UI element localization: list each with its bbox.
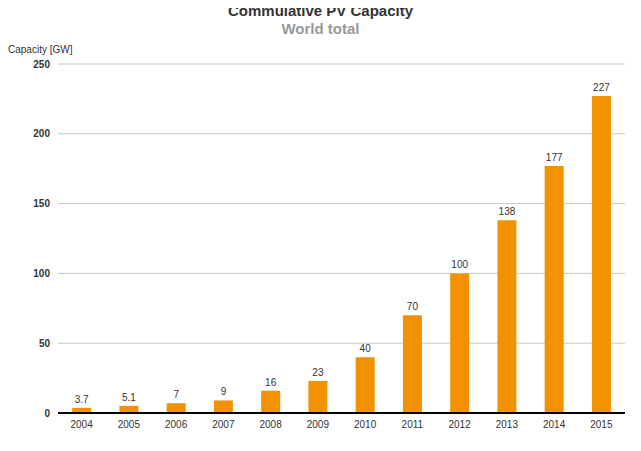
svg-text:177: 177 — [546, 152, 563, 163]
svg-text:2008: 2008 — [260, 419, 283, 430]
svg-text:0: 0 — [44, 408, 50, 419]
svg-text:7: 7 — [173, 389, 179, 400]
svg-text:3.7: 3.7 — [75, 394, 89, 405]
svg-text:227: 227 — [593, 82, 610, 93]
html-text:World total: World total — [281, 20, 360, 37]
svg-text:2012: 2012 — [449, 419, 472, 430]
html-text:Capacity [GW]: Capacity [GW] — [8, 44, 73, 55]
svg-text:100: 100 — [451, 259, 468, 270]
svg-text:2006: 2006 — [165, 419, 188, 430]
svg-text:2014: 2014 — [543, 419, 566, 430]
svg-text:2005: 2005 — [118, 419, 141, 430]
svg-text:2011: 2011 — [402, 419, 424, 430]
svg-text:23: 23 — [312, 367, 324, 378]
svg-text:2004: 2004 — [71, 419, 94, 430]
svg-text:2009: 2009 — [307, 419, 330, 430]
svg-text:200: 200 — [33, 128, 50, 139]
svg-text:40: 40 — [360, 343, 372, 354]
svg-text:138: 138 — [499, 206, 516, 217]
svg-text:5.1: 5.1 — [122, 392, 136, 403]
svg-text:2015: 2015 — [590, 419, 613, 430]
svg-text:2013: 2013 — [496, 419, 519, 430]
svg-text:100: 100 — [33, 268, 50, 279]
svg-text:2010: 2010 — [354, 419, 377, 430]
svg-text:70: 70 — [407, 301, 419, 312]
svg-text:9: 9 — [221, 386, 227, 397]
svg-text:50: 50 — [39, 338, 51, 349]
svg-text:2007: 2007 — [212, 419, 235, 430]
svg-text:16: 16 — [265, 377, 277, 388]
svg-text:150: 150 — [33, 198, 50, 209]
html-text:Commulative PV Capacity: Commulative PV Capacity — [228, 2, 413, 19]
svg-text:250: 250 — [33, 59, 50, 70]
